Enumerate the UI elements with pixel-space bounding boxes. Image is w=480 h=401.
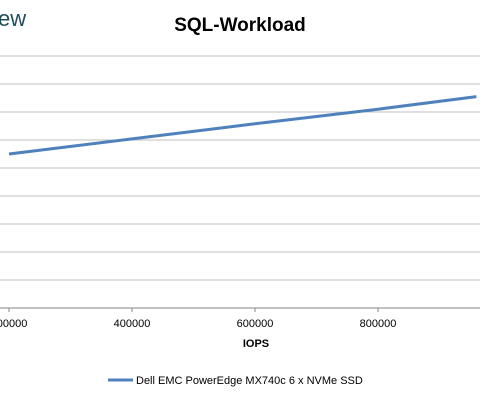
legend-label: Dell EMC PowerEdge MX740c 6 x NVMe SSD: [136, 375, 363, 387]
x-tick-label: 600000: [237, 318, 274, 330]
x-tick-label: 400000: [114, 318, 151, 330]
chart-title: SQL-Workload: [174, 15, 306, 36]
x-tick-label: 200000: [0, 318, 27, 330]
x-axis-title: IOPS: [243, 338, 269, 350]
x-tick-label: 800000: [360, 318, 397, 330]
data-line: [8, 95, 477, 156]
logo: ew: [0, 6, 26, 31]
